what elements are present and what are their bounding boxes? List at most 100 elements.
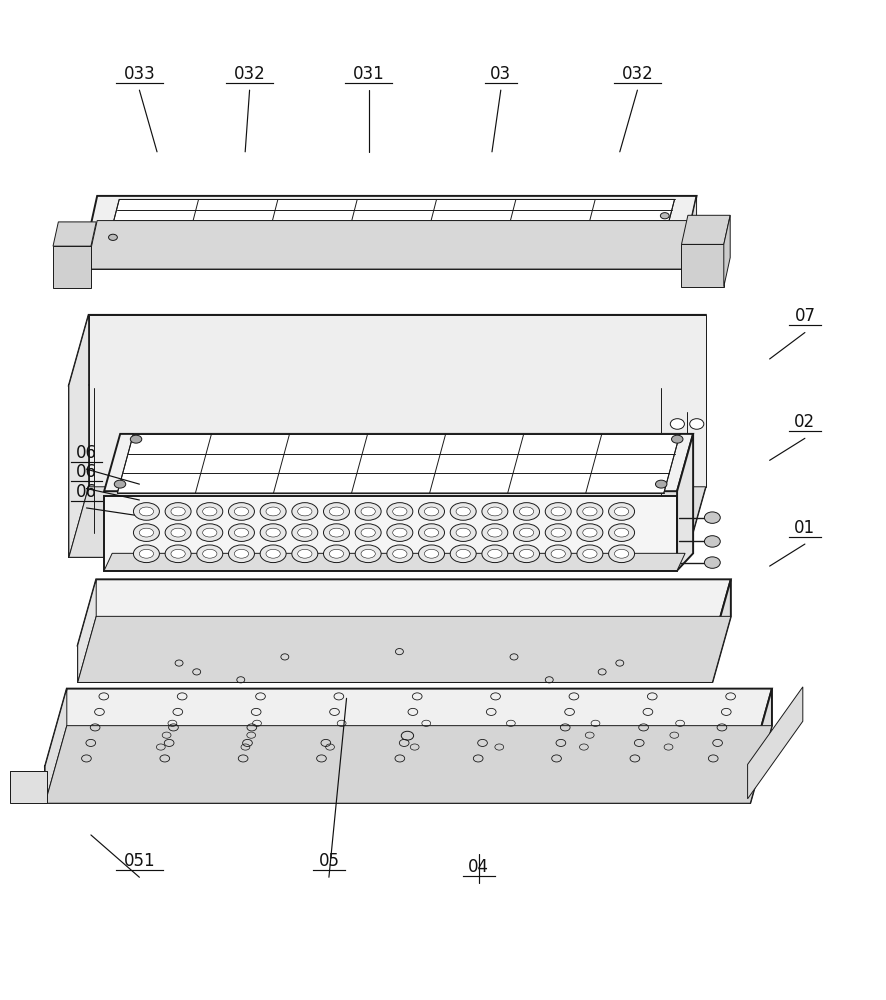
Polygon shape [69,385,685,557]
Ellipse shape [130,435,142,443]
Ellipse shape [291,503,317,520]
Text: 033: 033 [123,65,155,83]
Ellipse shape [260,503,286,520]
Ellipse shape [703,512,719,523]
Ellipse shape [165,503,190,520]
Text: 05: 05 [318,852,339,870]
Ellipse shape [229,503,254,520]
Polygon shape [711,579,730,682]
Ellipse shape [361,528,375,537]
Ellipse shape [703,557,719,568]
Polygon shape [10,771,47,803]
Polygon shape [45,766,750,803]
Ellipse shape [202,528,217,537]
Text: 032: 032 [233,65,265,83]
Ellipse shape [361,549,375,558]
Ellipse shape [455,549,470,558]
Ellipse shape [487,528,501,537]
Ellipse shape [323,524,349,541]
Ellipse shape [481,524,508,541]
Ellipse shape [424,549,439,558]
Ellipse shape [139,528,153,537]
Ellipse shape [133,503,159,520]
Text: 04: 04 [468,858,489,876]
Ellipse shape [354,503,381,520]
Ellipse shape [234,528,248,537]
Ellipse shape [455,528,470,537]
Ellipse shape [576,503,602,520]
Text: 06: 06 [76,483,97,501]
Ellipse shape [545,503,571,520]
Ellipse shape [386,503,412,520]
Polygon shape [87,221,696,269]
Polygon shape [680,244,723,287]
Text: 051: 051 [123,852,155,870]
Ellipse shape [455,507,470,516]
Polygon shape [53,222,97,246]
Ellipse shape [450,545,476,563]
Ellipse shape [298,507,312,516]
Ellipse shape [114,480,126,488]
Polygon shape [69,315,705,385]
Polygon shape [104,434,692,491]
Ellipse shape [392,507,407,516]
Ellipse shape [582,507,596,516]
Ellipse shape [323,545,349,563]
Ellipse shape [608,545,633,563]
Text: 032: 032 [621,65,653,83]
Ellipse shape [229,545,254,563]
Ellipse shape [487,549,501,558]
Ellipse shape [703,536,719,547]
Ellipse shape [298,549,312,558]
Ellipse shape [234,549,248,558]
Polygon shape [104,496,676,571]
Text: 031: 031 [353,65,384,83]
Ellipse shape [614,549,628,558]
Ellipse shape [487,507,501,516]
Ellipse shape [266,528,280,537]
Polygon shape [87,244,685,269]
Polygon shape [53,246,91,288]
Ellipse shape [165,524,190,541]
Ellipse shape [424,507,439,516]
Polygon shape [45,689,771,766]
Polygon shape [10,771,47,799]
Ellipse shape [260,545,286,563]
Ellipse shape [354,524,381,541]
Ellipse shape [165,545,190,563]
Ellipse shape [608,524,633,541]
Polygon shape [89,315,705,487]
Ellipse shape [576,545,602,563]
Ellipse shape [298,528,312,537]
Ellipse shape [450,524,476,541]
Polygon shape [676,434,692,571]
Ellipse shape [392,528,407,537]
Polygon shape [104,553,684,571]
Ellipse shape [329,507,343,516]
Ellipse shape [171,528,185,537]
Polygon shape [45,726,771,803]
Ellipse shape [260,524,286,541]
Polygon shape [69,315,89,557]
Ellipse shape [660,213,668,219]
Ellipse shape [582,528,596,537]
Text: 07: 07 [794,307,814,325]
Ellipse shape [266,549,280,558]
Ellipse shape [139,507,153,516]
Ellipse shape [133,524,159,541]
Polygon shape [78,616,730,682]
Ellipse shape [202,507,217,516]
Ellipse shape [418,503,444,520]
Polygon shape [685,196,696,269]
Ellipse shape [450,503,476,520]
Polygon shape [78,579,96,682]
Text: 03: 03 [490,65,511,83]
Ellipse shape [361,507,375,516]
Ellipse shape [689,419,703,429]
Ellipse shape [108,234,117,240]
Polygon shape [45,689,66,803]
Ellipse shape [614,528,628,537]
Ellipse shape [418,524,444,541]
Ellipse shape [291,524,317,541]
Ellipse shape [513,503,539,520]
